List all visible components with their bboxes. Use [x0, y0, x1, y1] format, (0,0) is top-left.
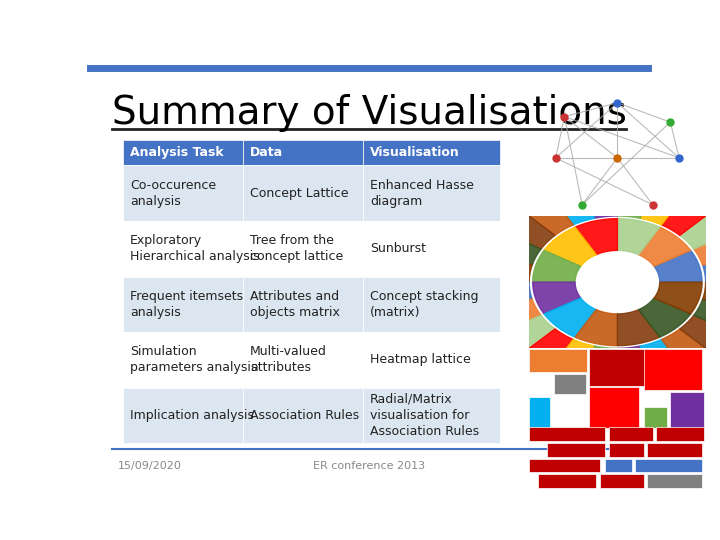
Bar — [644, 349, 702, 390]
Bar — [608, 427, 653, 441]
Polygon shape — [528, 329, 573, 365]
Bar — [600, 474, 644, 488]
Polygon shape — [654, 251, 702, 282]
Bar — [243, 221, 364, 276]
Bar — [644, 407, 667, 428]
Text: ER conference 2013: ER conference 2013 — [313, 461, 425, 471]
Text: Visualisation: Visualisation — [370, 146, 460, 159]
Polygon shape — [528, 200, 573, 235]
Polygon shape — [490, 258, 532, 282]
Polygon shape — [639, 298, 690, 337]
Bar — [364, 221, 500, 276]
Text: 38: 38 — [606, 461, 620, 471]
Bar — [364, 388, 500, 443]
Polygon shape — [554, 340, 595, 374]
Text: Enhanced Hasse
diagram: Enhanced Hasse diagram — [370, 179, 474, 208]
Text: Multi-valued
attributes: Multi-valued attributes — [250, 346, 327, 374]
Text: Attributes and
objects matrix: Attributes and objects matrix — [250, 290, 340, 319]
Text: Concept Lattice: Concept Lattice — [250, 187, 348, 200]
Bar — [589, 388, 639, 428]
Bar — [529, 427, 605, 441]
Polygon shape — [694, 299, 720, 330]
Text: Exploratory
Hierarchical analysis: Exploratory Hierarchical analysis — [130, 234, 260, 263]
Polygon shape — [640, 190, 681, 225]
Polygon shape — [575, 219, 618, 255]
Bar — [243, 332, 364, 388]
Polygon shape — [533, 282, 581, 314]
Polygon shape — [640, 340, 681, 374]
Text: Heatmap lattice: Heatmap lattice — [370, 353, 471, 366]
Polygon shape — [662, 329, 707, 365]
Polygon shape — [654, 282, 702, 314]
Text: Tree from the
concept lattice: Tree from the concept lattice — [250, 234, 343, 263]
Polygon shape — [639, 227, 690, 266]
Text: Concept stacking
(matrix): Concept stacking (matrix) — [370, 290, 479, 319]
Bar — [647, 474, 702, 488]
Polygon shape — [662, 200, 707, 235]
Polygon shape — [495, 234, 541, 265]
Bar — [656, 427, 704, 441]
Polygon shape — [585, 346, 618, 377]
Polygon shape — [703, 282, 720, 307]
Text: Simulation
parameters analysis: Simulation parameters analysis — [130, 346, 258, 374]
Bar — [608, 443, 644, 457]
Bar — [538, 474, 596, 488]
Bar — [364, 140, 500, 165]
Bar — [647, 443, 702, 457]
Polygon shape — [680, 315, 720, 349]
Bar — [529, 397, 550, 429]
Text: Implication analysis: Implication analysis — [130, 409, 254, 422]
Text: Data: Data — [250, 146, 283, 159]
Polygon shape — [618, 309, 660, 346]
Bar — [364, 276, 500, 332]
Bar — [529, 459, 600, 472]
Bar — [243, 165, 364, 221]
Text: Frequent itemsets
analysis: Frequent itemsets analysis — [130, 290, 243, 319]
Bar — [670, 393, 704, 428]
Polygon shape — [694, 234, 720, 265]
Polygon shape — [495, 299, 541, 330]
Polygon shape — [618, 346, 650, 377]
Bar — [554, 374, 585, 394]
Bar — [364, 332, 500, 388]
Polygon shape — [533, 251, 581, 282]
Bar — [243, 140, 364, 165]
Bar — [529, 349, 588, 373]
Polygon shape — [618, 219, 660, 255]
Text: Analysis Task: Analysis Task — [130, 146, 224, 159]
Bar — [124, 165, 243, 221]
Text: 15/09/2020: 15/09/2020 — [118, 461, 181, 471]
Polygon shape — [618, 187, 650, 218]
Text: Summary of Visualisations: Summary of Visualisations — [112, 94, 626, 132]
Polygon shape — [703, 258, 720, 282]
Text: Co-occurence
analysis: Co-occurence analysis — [130, 179, 216, 208]
Bar — [124, 221, 243, 276]
Bar — [124, 388, 243, 443]
Text: Association Rules: Association Rules — [250, 409, 359, 422]
Bar — [635, 459, 702, 472]
Bar — [589, 349, 667, 386]
Bar — [124, 276, 243, 332]
Bar — [605, 459, 631, 472]
Bar — [547, 443, 605, 457]
Polygon shape — [585, 187, 618, 218]
Bar — [124, 140, 243, 165]
Polygon shape — [508, 215, 555, 249]
Bar — [124, 332, 243, 388]
Polygon shape — [490, 282, 532, 307]
Text: Radial/Matrix
visualisation for
Association Rules: Radial/Matrix visualisation for Associat… — [370, 393, 480, 438]
Bar — [243, 388, 364, 443]
Polygon shape — [544, 298, 596, 337]
Polygon shape — [544, 227, 596, 266]
Polygon shape — [575, 309, 618, 346]
Text: Sunburst: Sunburst — [370, 242, 426, 255]
Bar — [243, 276, 364, 332]
Polygon shape — [680, 215, 720, 249]
Polygon shape — [554, 190, 595, 225]
Circle shape — [579, 253, 656, 311]
Bar — [364, 165, 500, 221]
Polygon shape — [508, 315, 555, 349]
